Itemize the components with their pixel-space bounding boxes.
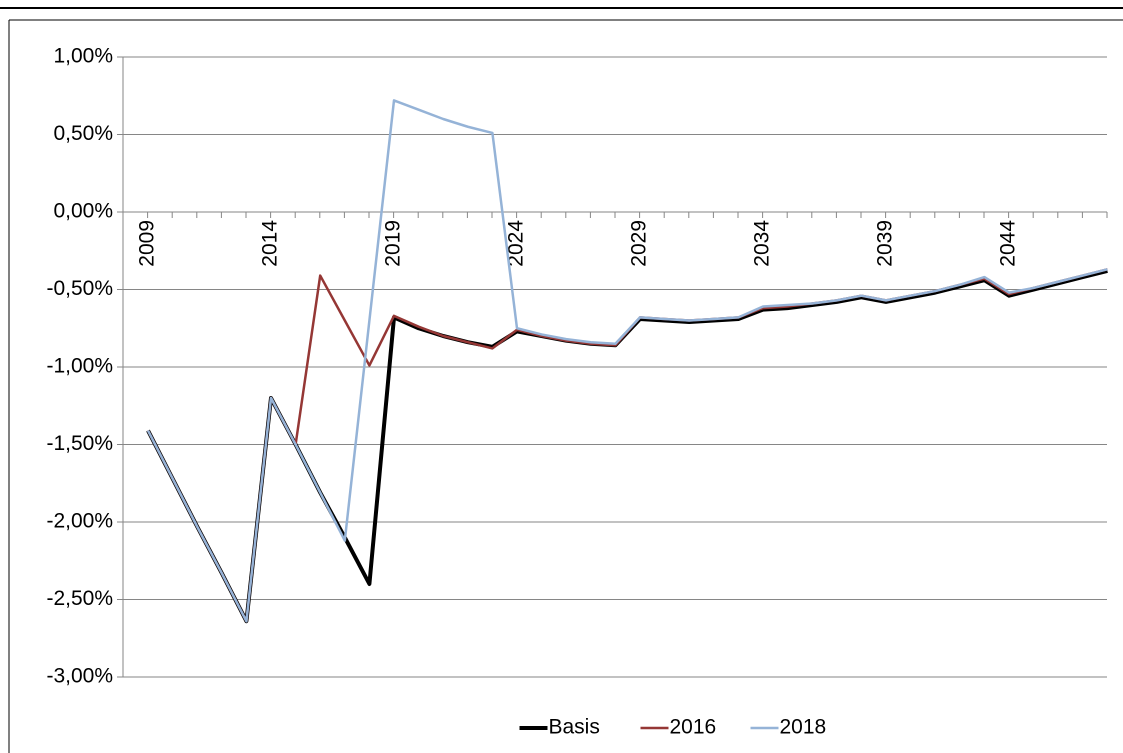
series-line [146, 268, 1108, 623]
y-tick-label: -2,50% [46, 587, 113, 610]
y-tick-label: -1,00% [46, 355, 113, 378]
x-tick-label: 2014 [259, 220, 282, 267]
y-tick-label: 0,50% [53, 122, 113, 145]
y-tick-label: -1,50% [46, 432, 113, 455]
x-tick-label: 2009 [136, 220, 159, 267]
y-tick-label: -0,50% [46, 277, 113, 300]
x-tick-label: 2044 [997, 220, 1020, 267]
x-tick-label: 2039 [874, 220, 897, 267]
x-tick-label: 2034 [751, 220, 774, 267]
y-tick-label: 0,00% [53, 200, 113, 223]
series-line [146, 99, 1108, 623]
legend-label: 2018 [780, 716, 827, 739]
x-tick-label: 2024 [505, 220, 528, 267]
y-tick-label: 1,00% [53, 45, 113, 68]
y-tick-label: -3,00% [46, 665, 113, 688]
legend-label: Basis [549, 716, 600, 739]
x-tick-label: 2029 [628, 220, 651, 267]
series-line [146, 268, 1108, 624]
x-tick-label: 2019 [382, 220, 405, 267]
y-tick-label: -2,00% [46, 510, 113, 533]
legend-label: 2016 [670, 716, 717, 739]
